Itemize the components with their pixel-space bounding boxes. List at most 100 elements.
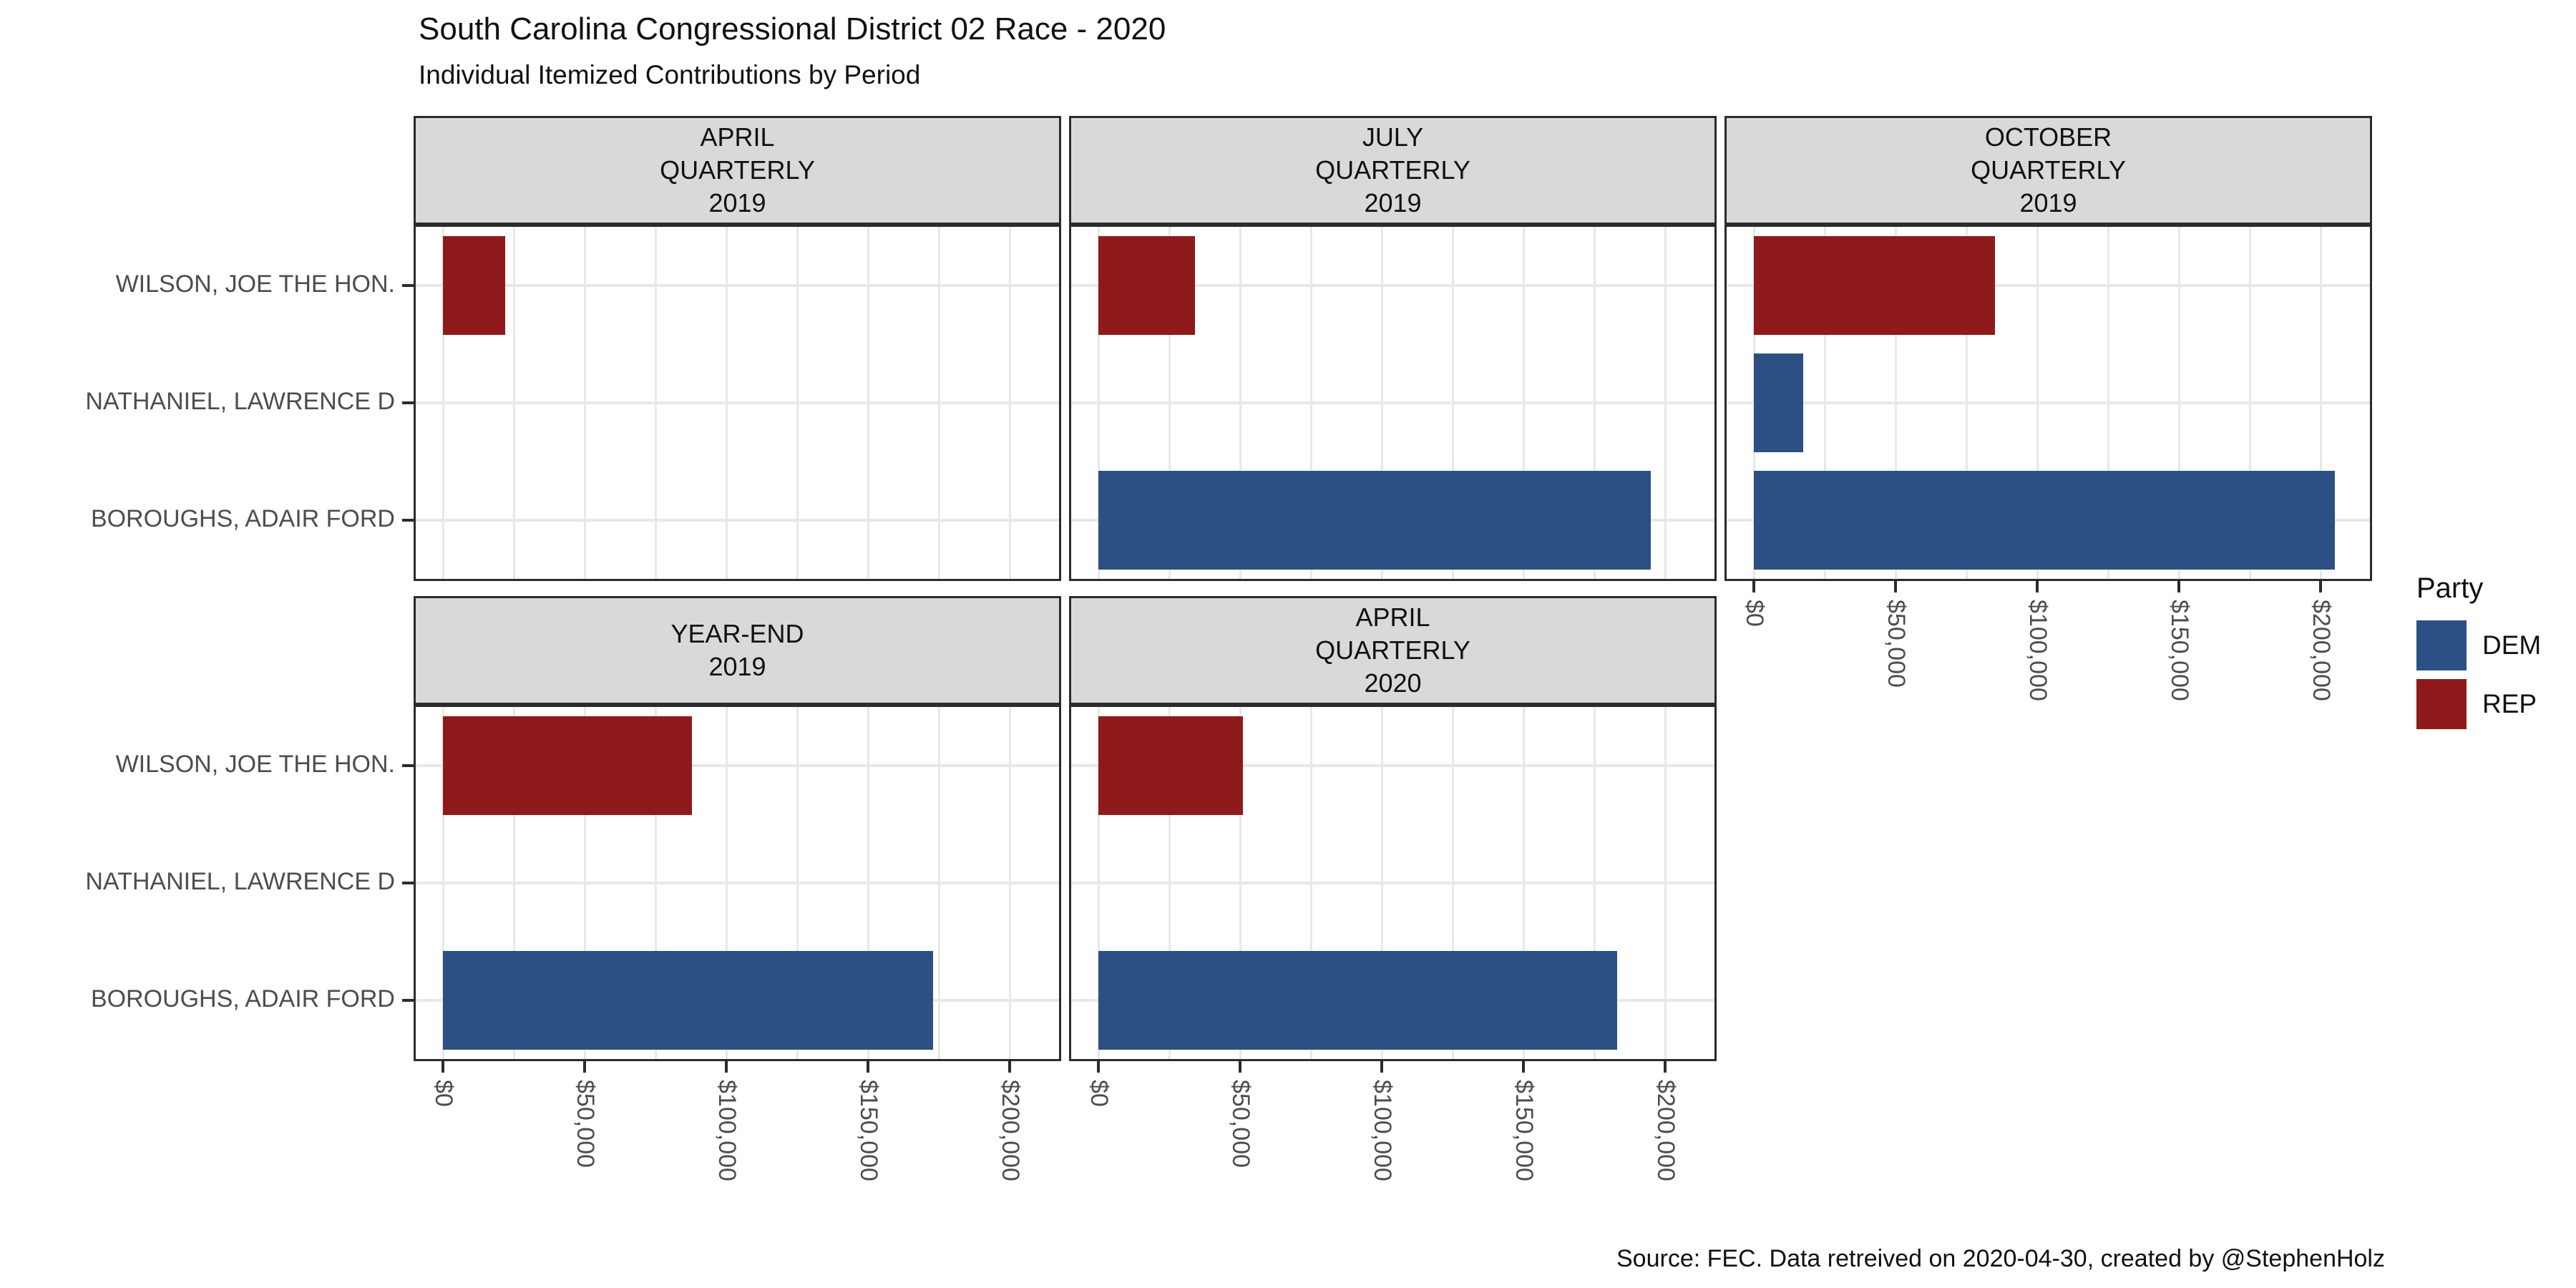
gridline-category — [1071, 882, 1714, 884]
facet-strip-label-line: QUARTERLY — [1971, 155, 2126, 185]
x-axis-label: $150,000 — [1511, 1080, 1538, 1181]
facet-panel — [1069, 705, 1717, 1061]
bar-dem — [443, 951, 933, 1050]
x-axis-label: $200,000 — [997, 1080, 1024, 1181]
y-axis-tick — [402, 519, 414, 522]
facet-strip-label-line: OCTOBER — [1984, 122, 2112, 152]
gridline-category — [416, 882, 1059, 884]
x-axis-label: $100,000 — [713, 1080, 741, 1181]
facet-strip-label-line: 2019 — [708, 188, 766, 218]
y-axis-label: BOROUGHS, ADAIR FORD — [90, 985, 395, 1013]
bar-rep — [1754, 236, 1995, 335]
x-axis-tick — [1097, 1061, 1100, 1073]
gridline-category — [1727, 284, 2370, 287]
gridline-category — [416, 764, 1059, 767]
x-axis-tick — [1664, 1061, 1667, 1073]
x-axis-label: $50,000 — [1227, 1080, 1254, 1168]
facet-strip-label-line: APRIL — [700, 122, 775, 152]
x-axis-label: $100,000 — [2024, 600, 2051, 701]
x-axis-tick — [1380, 1061, 1383, 1073]
facet-strip-label-line: 2019 — [708, 652, 766, 681]
x-axis-label: $50,000 — [1883, 600, 1910, 688]
y-axis-tick — [402, 284, 414, 287]
x-axis-label: $200,000 — [2308, 600, 2335, 701]
legend: Party DEM REP — [2416, 572, 2541, 738]
facet-strip: YEAR-END 2019 — [414, 596, 1061, 705]
facet-strip: JULY QUARTERLY 2019 — [1069, 116, 1717, 225]
facet-strip-label-line: QUARTERLY — [1315, 155, 1470, 185]
gridline-category — [416, 284, 1059, 287]
x-axis-tick — [1894, 581, 1897, 592]
x-axis-tick — [441, 1061, 444, 1073]
x-axis-tick — [867, 1061, 869, 1073]
y-axis-label: NATHANIEL, LAWRENCE D — [85, 868, 395, 895]
chart-subtitle: Individual Itemized Contributions by Per… — [419, 60, 921, 89]
facet-strip-label-line: QUARTERLY — [1315, 635, 1470, 665]
x-axis-label: $0 — [430, 1080, 457, 1107]
facet-strip: APRIL QUARTERLY 2019 — [414, 116, 1061, 225]
bar-rep — [1098, 716, 1243, 815]
legend-entry-label: DEM — [2482, 630, 2542, 660]
facet-panel — [1069, 225, 1717, 581]
bar-dem — [1098, 471, 1651, 570]
gridline-category — [1071, 284, 1714, 287]
bar-dem — [1754, 353, 1803, 452]
x-axis-label: $0 — [1741, 600, 1768, 627]
bar-dem — [1754, 471, 2335, 570]
x-axis-tick — [725, 1061, 728, 1073]
chart-title: South Carolina Congressional District 02… — [419, 11, 1166, 47]
y-axis-label: NATHANIEL, LAWRENCE D — [85, 388, 395, 415]
chart-caption: Source: FEC. Data retreived on 2020-04-3… — [1616, 1245, 2385, 1272]
gridline-category — [416, 401, 1059, 404]
facet-strip-label-line: APRIL — [1355, 602, 1430, 632]
facet-strip-label-line: 2019 — [2019, 188, 2077, 218]
facet-strip-label-line: 2020 — [1364, 668, 1422, 698]
y-axis-label: WILSON, JOE THE HON. — [115, 751, 395, 778]
gridline-category — [1071, 764, 1714, 767]
x-axis-label: $100,000 — [1369, 1080, 1396, 1181]
facet-strip: OCTOBER QUARTERLY 2019 — [1724, 116, 2372, 225]
bar-rep — [1098, 236, 1195, 335]
y-axis-tick — [402, 764, 414, 767]
x-axis-tick — [1008, 1061, 1011, 1073]
x-axis-tick — [2177, 581, 2180, 592]
legend-title: Party — [2416, 572, 2484, 604]
gridline-category — [1071, 401, 1714, 404]
y-axis-label: BOROUGHS, ADAIR FORD — [90, 505, 395, 532]
legend-entry-label: REP — [2482, 689, 2537, 718]
facet-panel — [1724, 225, 2372, 581]
bar-rep — [443, 236, 505, 335]
facet-strip-label-line: YEAR-END — [670, 619, 804, 648]
x-axis-label: $150,000 — [2166, 600, 2193, 701]
legend-swatch-dem — [2416, 620, 2467, 670]
facet-panel — [414, 225, 1061, 581]
x-axis-tick — [1239, 1061, 1241, 1073]
x-axis-label: $0 — [1085, 1080, 1113, 1107]
legend-entry-rep: REP — [2416, 679, 2541, 729]
y-axis-label: WILSON, JOE THE HON. — [115, 270, 395, 298]
bar-rep — [443, 716, 692, 815]
facet-strip-label-line: JULY — [1362, 122, 1424, 152]
x-axis-tick — [2036, 581, 2039, 592]
x-axis-tick — [2319, 581, 2322, 592]
x-axis-tick — [1752, 581, 1755, 592]
bar-dem — [1098, 951, 1617, 1050]
legend-entry-dem: DEM — [2416, 620, 2541, 670]
x-axis-label: $150,000 — [855, 1080, 882, 1181]
y-axis-tick — [402, 882, 414, 884]
x-axis-label: $200,000 — [1652, 1080, 1679, 1181]
x-axis-tick — [583, 1061, 586, 1073]
legend-entries: DEM REP — [2416, 620, 2541, 729]
gridline-category — [1727, 401, 2370, 404]
x-axis-tick — [1522, 1061, 1525, 1073]
facet-panel — [414, 705, 1061, 1061]
gridline-category — [416, 519, 1059, 522]
facet-strip-label-line: 2019 — [1364, 188, 1422, 218]
y-axis-tick — [402, 999, 414, 1002]
x-axis-label: $50,000 — [572, 1080, 599, 1168]
facet-strip: APRIL QUARTERLY 2020 — [1069, 596, 1717, 705]
legend-swatch-rep — [2416, 679, 2467, 729]
y-axis-tick — [402, 401, 414, 404]
facet-strip-label-line: QUARTERLY — [660, 155, 815, 185]
